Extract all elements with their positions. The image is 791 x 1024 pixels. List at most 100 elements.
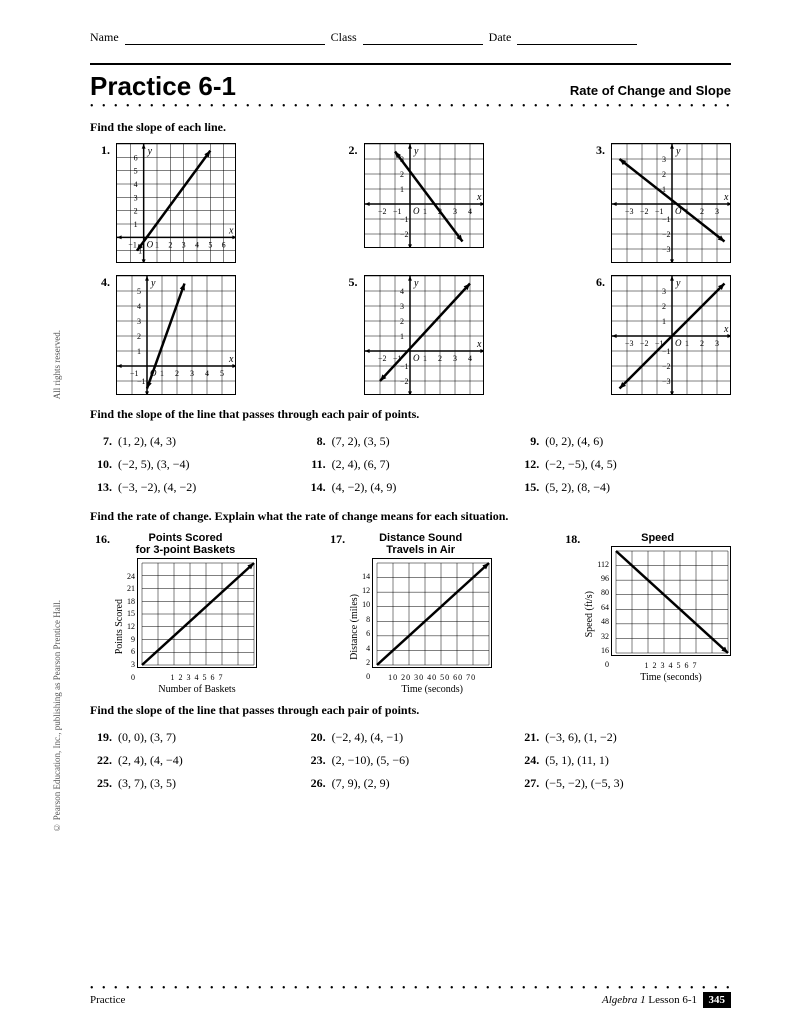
- problem-number: 21.: [517, 730, 539, 745]
- problem-text: (5, 1), (11, 1): [545, 753, 609, 768]
- problem-text: (−3, 6), (1, −2): [545, 730, 617, 745]
- svg-text:2: 2: [438, 354, 442, 363]
- chart-ylabel: Speed (ft/s): [584, 591, 595, 637]
- chart-xticks: 10 20 30 40 50 60 70: [372, 673, 492, 682]
- problem-number: 24.: [517, 753, 539, 768]
- problem-number: 22.: [90, 753, 112, 768]
- header-fields: Name Class Date: [90, 30, 731, 45]
- graph-row-1: 1.xy−1123456−1123456O2.xy−2−11234−2−1123…: [90, 143, 731, 263]
- point-item: 24. (5, 1), (11, 1): [517, 749, 731, 772]
- svg-text:4: 4: [468, 354, 472, 363]
- problem-number: 14.: [304, 480, 326, 495]
- svg-text:4: 4: [134, 180, 138, 189]
- date-blank[interactable]: [517, 30, 637, 45]
- point-item: 15.(5, 2), (8, −4): [517, 476, 731, 499]
- svg-text:1: 1: [685, 339, 689, 348]
- svg-text:2: 2: [134, 207, 138, 216]
- data-chart: [137, 558, 257, 668]
- svg-text:3: 3: [400, 302, 404, 311]
- divider-dots: • • • • • • • • • • • • • • • • • • • • …: [90, 104, 731, 110]
- svg-text:y: y: [675, 146, 681, 157]
- problem-text: (7, 2), (3, 5): [332, 434, 390, 449]
- svg-text:6: 6: [134, 153, 138, 162]
- graph-item: 2.xy−2−11234−2−1123O: [338, 143, 484, 263]
- svg-text:4: 4: [400, 287, 404, 296]
- chart-yticks: 24211815129630: [127, 572, 135, 682]
- svg-text:1: 1: [155, 240, 159, 249]
- point-item: 10. (−2, 5), (3, −4): [90, 453, 304, 476]
- svg-text:−2: −2: [378, 354, 387, 363]
- svg-text:1: 1: [160, 369, 164, 378]
- name-blank[interactable]: [125, 30, 325, 45]
- svg-text:3: 3: [453, 354, 457, 363]
- svg-text:x: x: [228, 354, 234, 365]
- svg-text:5: 5: [208, 240, 212, 249]
- point-item: 7.(1, 2), (4, 3): [90, 430, 304, 453]
- problem-number: 10.: [90, 457, 112, 472]
- svg-text:−3: −3: [625, 207, 634, 216]
- chart-yticks: 14121086420: [362, 572, 370, 682]
- coord-graph: xy−112345−112345O: [116, 275, 236, 395]
- problem-text: (−2, 4), (4, −1): [332, 730, 404, 745]
- point-item: 27.(−5, −2), (−5, 3): [517, 772, 731, 795]
- class-blank[interactable]: [363, 30, 483, 45]
- coord-graph: xy−1123456−1123456O: [116, 143, 236, 263]
- svg-text:−3: −3: [662, 245, 671, 254]
- point-item: 14.(4, −2), (4, 9): [304, 476, 518, 499]
- class-label: Class: [331, 30, 357, 45]
- svg-text:1: 1: [423, 207, 427, 216]
- problem-number: 8.: [304, 434, 326, 449]
- svg-text:2: 2: [168, 240, 172, 249]
- svg-text:1: 1: [134, 220, 138, 229]
- section3-head: Find the rate of change. Explain what th…: [90, 509, 731, 524]
- svg-text:5: 5: [220, 369, 224, 378]
- svg-text:x: x: [723, 324, 729, 335]
- section1-head: Find the slope of each line.: [90, 120, 731, 135]
- problem-number: 9.: [517, 434, 539, 449]
- svg-text:−1: −1: [400, 362, 409, 371]
- chart-number: 18.: [560, 532, 580, 547]
- footer-left: Practice: [90, 994, 125, 1006]
- problem-number: 20.: [304, 730, 326, 745]
- chart-item: 17. Distance SoundTravels in Air Distanc…: [325, 532, 492, 695]
- svg-text:x: x: [228, 225, 234, 236]
- svg-text:y: y: [413, 278, 419, 289]
- problem-number: 26.: [304, 776, 326, 791]
- chart-yticks: 1129680644832160: [597, 560, 609, 670]
- svg-text:4: 4: [468, 207, 472, 216]
- chart-xticks: 1 2 3 4 5 6 7: [137, 673, 257, 682]
- problem-text: (2, −10), (5, −6): [332, 753, 410, 768]
- coord-graph: xy−2−11234−2−1123O: [364, 143, 484, 248]
- problem-text: (−2, 5), (3, −4): [118, 457, 190, 472]
- svg-text:−2: −2: [400, 377, 409, 386]
- chart-title: Points Scoredfor 3-point Baskets: [114, 532, 257, 556]
- svg-text:3: 3: [134, 193, 138, 202]
- problem-text: (−5, −2), (−5, 3): [545, 776, 623, 791]
- svg-text:1: 1: [400, 332, 404, 341]
- chart-item: 18. Speed Speed (ft/s) 1129680644832160 …: [560, 532, 731, 695]
- svg-text:1: 1: [400, 185, 404, 194]
- problem-text: (3, 7), (3, 5): [118, 776, 176, 791]
- problem-number: 13.: [90, 480, 112, 495]
- points-grid-1: 7.(1, 2), (4, 3)8.(7, 2), (3, 5)9.(0, 2)…: [90, 430, 731, 499]
- svg-text:−3: −3: [625, 339, 634, 348]
- svg-text:2: 2: [400, 170, 404, 179]
- svg-text:3: 3: [662, 287, 666, 296]
- data-chart: [372, 558, 492, 668]
- name-label: Name: [90, 30, 119, 45]
- problem-text: (−3, −2), (4, −2): [118, 480, 196, 495]
- svg-text:2: 2: [662, 302, 666, 311]
- svg-text:2: 2: [400, 317, 404, 326]
- problem-text: (−2, −5), (4, 5): [545, 457, 617, 472]
- coord-graph: xy−3−2−1123−3−2−1123O: [611, 275, 731, 395]
- svg-text:2: 2: [137, 332, 141, 341]
- point-item: 22.(2, 4), (4, −4): [90, 749, 304, 772]
- chart-title: Distance SoundTravels in Air: [349, 532, 492, 556]
- point-item: 20. (−2, 4), (4, −1): [304, 726, 518, 749]
- svg-text:4: 4: [205, 369, 209, 378]
- svg-text:3: 3: [137, 317, 141, 326]
- section4-head: Find the slope of the line that passes t…: [90, 703, 731, 718]
- chart-title: Speed: [584, 532, 731, 544]
- svg-text:x: x: [476, 339, 482, 350]
- point-item: 23.(2, −10), (5, −6): [304, 749, 518, 772]
